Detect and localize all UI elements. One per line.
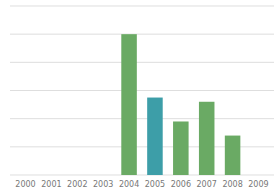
chart-container: 2000 2001 2002 2003 2004 2005 2006 2007 2008 2009 (0, 0, 280, 195)
bar (199, 102, 215, 175)
x-tick-label: 2000 (15, 180, 35, 189)
grid-line (10, 34, 274, 35)
bar (18, 175, 34, 176)
grid-line (10, 6, 274, 7)
x-tick-label: 2001 (41, 180, 61, 189)
grid (10, 6, 274, 175)
bar (121, 34, 137, 175)
bar (147, 98, 163, 175)
bar (225, 136, 241, 175)
x-tick-label: 2008 (222, 180, 242, 189)
bar (173, 121, 189, 175)
x-tick-label: 2006 (171, 180, 191, 189)
bar (44, 175, 60, 176)
bar (70, 175, 86, 176)
x-tick-label: 2005 (145, 180, 165, 189)
grid-line (10, 62, 274, 63)
bar (95, 175, 111, 176)
x-tick-label: 2002 (67, 180, 87, 189)
bars (121, 34, 240, 175)
x-tick-label: 2003 (93, 180, 113, 189)
grid-line (10, 118, 274, 119)
chart: 2000 2001 2002 2003 2004 2005 2006 2007 2008 2009 (0, 0, 280, 195)
grid-line (10, 90, 274, 91)
x-tick-label: 2004 (119, 180, 139, 189)
x-tick-label: 2007 (197, 180, 217, 189)
bar (251, 175, 267, 176)
x-tick-label: 2009 (248, 180, 268, 189)
